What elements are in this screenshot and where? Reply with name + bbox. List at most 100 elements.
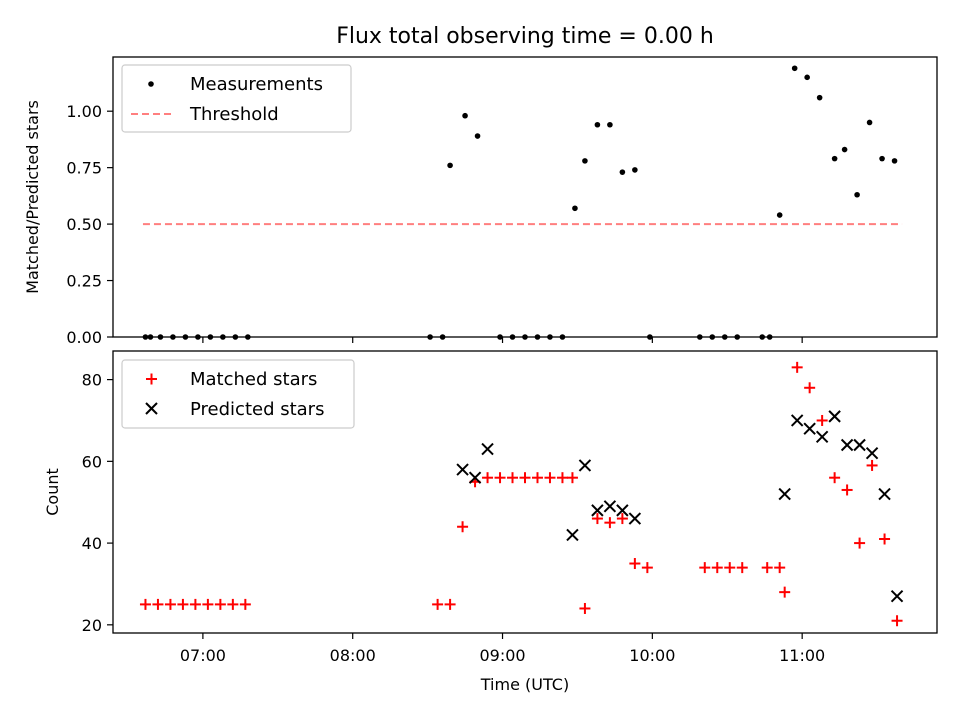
matched-star-point: [519, 472, 531, 484]
measurement-point: [804, 74, 810, 81]
matched-star-point: [544, 472, 556, 484]
measurement-point: [594, 121, 601, 128]
measurement-point: [766, 334, 773, 340]
measurement-point: [522, 334, 528, 340]
top-ytick-label-0: 0.00: [66, 328, 102, 347]
x-axis-label: Time (UTC): [480, 675, 569, 694]
measurement-point: [607, 121, 613, 128]
measurement-point: [791, 65, 798, 72]
top-y-axis: 0.00 0.25 0.50 0.75 1.00: [66, 102, 113, 347]
matched-star-point: [482, 472, 494, 484]
matched-star-point: [139, 598, 151, 610]
predicted-star-point: [456, 463, 469, 476]
predicted-star-point: [566, 528, 579, 542]
measurement-point: [841, 146, 848, 153]
matched-star-point: [736, 562, 748, 574]
predicted-star-point: [865, 446, 879, 460]
measurement-point: [427, 334, 433, 340]
measurement-point: [462, 112, 468, 119]
matched-star-point: [604, 517, 616, 529]
bottom-legend-box: [121, 359, 355, 429]
matched-star-point: [164, 598, 176, 610]
matched-star-point: [791, 361, 803, 373]
bottom-panel: 20 40 60 80 07:00 08:00 09:00 10:00 11:00 Count…: [43, 350, 938, 694]
matched-star-point: [699, 562, 711, 574]
top-ytick-label-1: 0.25: [66, 272, 102, 291]
predicted-star-point: [890, 590, 904, 603]
measurement-point: [474, 133, 481, 139]
matched-star-point: [189, 598, 201, 610]
predicted-star-point: [481, 442, 494, 456]
predicted-star-point: [468, 471, 482, 484]
top-x-axis: [202, 337, 803, 343]
measurement-point: [831, 155, 838, 162]
matched-star-point: [556, 472, 568, 484]
measurement-point: [245, 334, 251, 340]
measurement-point: [866, 119, 873, 126]
legend-matched-label: Matched stars: [190, 369, 317, 390]
top-series: [142, 65, 903, 340]
measurement-point: [547, 334, 553, 340]
matched-star-point: [804, 382, 816, 394]
measurement-point: [891, 158, 898, 164]
matched-star-point: [891, 615, 903, 627]
top-legend: Measurements Threshold: [121, 64, 352, 133]
measurement-point: [157, 334, 164, 340]
bottom-ytick-label-2: 60: [82, 452, 102, 471]
measurement-point: [647, 334, 653, 340]
measurement-point: [632, 167, 638, 173]
predicted-star-point: [840, 438, 854, 452]
measurement-point: [619, 169, 626, 175]
predicted-star-point: [591, 504, 604, 517]
measurement-point: [439, 334, 446, 340]
measurement-point: [534, 334, 541, 340]
matched-star-point: [566, 472, 578, 484]
matched-star-point: [774, 562, 786, 574]
matched-star-point: [724, 562, 736, 574]
matched-star-point: [866, 459, 878, 471]
measurement-point: [721, 334, 728, 340]
measurement-point: [220, 334, 226, 340]
matched-star-point: [507, 472, 519, 484]
measurement-point: [816, 94, 823, 101]
measurement-point: [709, 334, 716, 340]
measurement-point: [572, 205, 578, 212]
matched-star-point: [152, 598, 164, 610]
bottom-xtick-label-3: 10:00: [629, 646, 675, 665]
matched-star-point: [239, 598, 251, 610]
predicted-star-point: [853, 438, 866, 452]
measurement-point: [559, 334, 566, 340]
legend-predicted-label: Predicted stars: [190, 399, 324, 420]
matched-star-point: [841, 484, 853, 496]
bottom-ytick-label-1: 40: [82, 534, 102, 553]
measurement-point: [509, 334, 516, 340]
predicted-star-point: [578, 459, 592, 472]
bottom-y-axis: 20 40 60 80: [82, 371, 113, 635]
measurement-point: [195, 334, 201, 340]
matched-star-point: [879, 533, 891, 545]
predicted-star-point: [803, 422, 816, 435]
measurement-point: [207, 334, 214, 340]
matched-star-point: [531, 472, 543, 484]
chart-title: Flux total observing time = 0.00 h: [336, 24, 714, 49]
matched-star-point: [829, 472, 841, 484]
matched-star-point: [227, 598, 239, 610]
predicted-star-point: [790, 414, 804, 427]
measurement-point: [582, 158, 588, 164]
matched-star-point: [779, 586, 791, 598]
matched-star-point: [457, 521, 469, 533]
matched-star-point: [854, 537, 866, 549]
measurement-point: [734, 334, 741, 340]
matched-star-point: [816, 414, 828, 426]
matched-star-point: [432, 598, 444, 610]
matched-star-point: [444, 598, 456, 610]
measurement-point: [142, 334, 149, 340]
legend-predicted-marker: [145, 402, 158, 415]
matched-star-point: [591, 513, 603, 525]
measurement-point: [447, 162, 453, 169]
measurement-point: [147, 334, 154, 340]
top-ytick-label-3: 0.75: [66, 159, 102, 178]
bottom-ytick-label-3: 80: [82, 371, 102, 390]
top-ytick-label-2: 0.50: [66, 215, 102, 234]
top-y-axis-label: Matched/Predicted stars: [23, 100, 42, 294]
